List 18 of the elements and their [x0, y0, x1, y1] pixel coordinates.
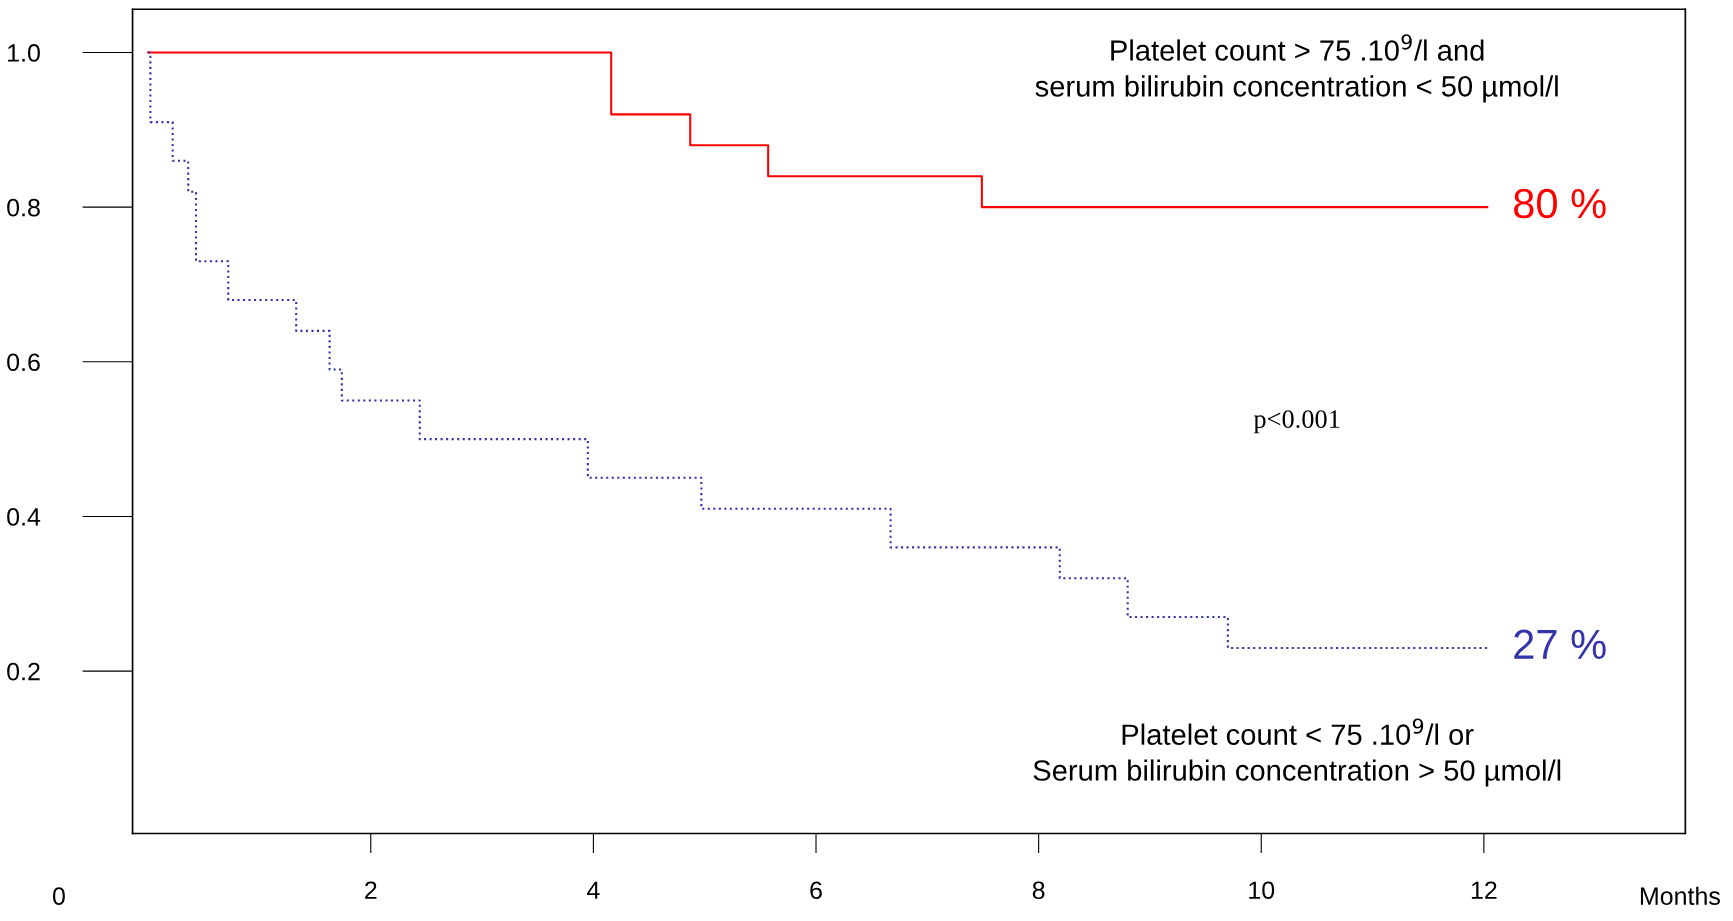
text: 0 [52, 887, 65, 906]
y-tick-label: 1.0 [8, 44, 40, 62]
x-axis-title: Months [1640, 886, 1720, 906]
y-tick-label: 0.4 [7, 508, 41, 526]
annotation: Platelet count > 75 .10$^{9}$/l and serum bilirubin concentration < 50 µmol/l [1035, 34, 1558, 103]
x-tick-label: 10 [1249, 881, 1275, 900]
annotation: Platelet count < 75 .10$^{9}$/l or Serum bilirubin concentration > 50 µmol/l [1033, 718, 1561, 787]
annotation: p<0.001 [1253, 410, 1340, 434]
y-tick-label: 0.8 [7, 198, 40, 217]
x-tick-label: 4 [587, 881, 600, 899]
annotation: 27 % [1514, 629, 1606, 659]
x-tick-label: 12 [1471, 881, 1497, 899]
x-tick-label: 6 [810, 881, 822, 900]
x-tick-label: 2 [365, 881, 377, 899]
y-tick-label: 0.2 [7, 662, 40, 681]
x-tick-label: 8 [1032, 881, 1045, 900]
y-tick-label: 0.6 [7, 353, 40, 372]
annotation: 80 % [1514, 188, 1606, 219]
